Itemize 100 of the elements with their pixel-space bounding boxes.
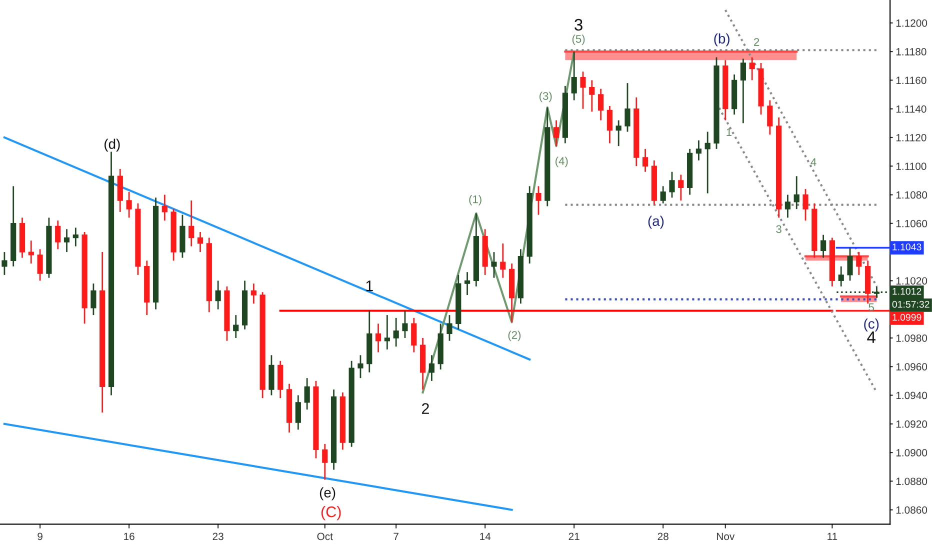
- candlestick: [616, 120, 622, 147]
- candlestick: [55, 220, 61, 250]
- y-tick-label: 1.1100: [896, 162, 926, 170]
- annotation: 2: [422, 403, 429, 414]
- candlestick: [90, 282, 96, 316]
- candlestick: [464, 271, 470, 296]
- y-tick-label: 1.1120: [896, 134, 926, 142]
- text: 01:57:32: [892, 300, 930, 308]
- y-tick-label: 1.1140: [896, 105, 926, 113]
- line-series: [422, 50, 576, 394]
- x-tick-label: Oct: [317, 532, 333, 540]
- candlestick: [794, 175, 800, 210]
- x-tick-label: 14: [480, 532, 491, 540]
- x-tick-label: 9: [38, 532, 42, 540]
- candlestick: [428, 354, 434, 382]
- candlestick: [393, 317, 399, 348]
- candlestick: [784, 194, 790, 218]
- candlestick: [767, 100, 773, 136]
- candlestick: [606, 105, 612, 144]
- annotation: 3: [776, 225, 782, 234]
- candlestick: [322, 443, 328, 480]
- annotation: 5: [868, 303, 874, 312]
- y-tick-label: 1.0880: [896, 478, 928, 486]
- annotation: 1: [726, 128, 732, 136]
- candlestick: [500, 242, 506, 279]
- annotation: (1): [469, 195, 482, 206]
- annotation: (c): [864, 318, 879, 332]
- annotation: 4: [867, 331, 876, 343]
- candlestick: [553, 120, 560, 147]
- candlestick: [580, 70, 586, 110]
- candlestick: [678, 174, 684, 202]
- y-tick-label: 1.1020: [896, 277, 928, 285]
- candlestick: [295, 394, 301, 430]
- candlestick: [856, 251, 862, 276]
- annotation: (3): [540, 92, 552, 102]
- candlestick: [696, 140, 702, 162]
- candlestick: [162, 194, 168, 222]
- candlestick: [624, 82, 630, 132]
- candlestick: [233, 314, 239, 339]
- candlestick: [642, 148, 648, 173]
- annotation: (2): [508, 330, 521, 342]
- x-tick-label: 23: [212, 532, 224, 540]
- candlestick: [197, 231, 204, 253]
- candlestick: [589, 80, 595, 112]
- ref-line-label: 1.1012: [892, 288, 922, 295]
- candlestick: [402, 310, 408, 339]
- candlestick: [304, 377, 310, 410]
- candlestick: [749, 56, 755, 81]
- candlestick: [28, 240, 34, 264]
- y-tick-label: 1.1080: [896, 191, 928, 199]
- ref-line-label: 1.0999: [892, 314, 922, 321]
- candlestick: [820, 234, 826, 258]
- y-tick-label: 1.1200: [896, 19, 928, 27]
- candlestick: [660, 185, 666, 204]
- candlestick: [64, 228, 70, 253]
- annotation: (4): [556, 156, 568, 168]
- ref-line-label: 1.1043: [892, 243, 922, 250]
- candlestick: [215, 280, 221, 310]
- y-tick-label: 1.0960: [896, 363, 928, 370]
- candlestick: [847, 247, 853, 282]
- candlestick: [802, 188, 808, 222]
- x-tick-label: 11: [828, 532, 838, 540]
- candlestick: [704, 131, 710, 194]
- x-tick-label: 28: [658, 532, 668, 540]
- candlestick: [37, 248, 43, 282]
- candlestick: [571, 50, 577, 101]
- candlestick: [491, 251, 497, 279]
- y-tick-label: 1.0980: [896, 334, 928, 342]
- candlestick: [740, 58, 746, 124]
- y-tick-label: 1.1160: [896, 76, 926, 84]
- annotation: 4: [810, 158, 816, 166]
- annotation: 3: [574, 18, 582, 31]
- y-tick-label: 1.0920: [896, 420, 928, 428]
- x-tick-label: Nov: [716, 532, 735, 540]
- x-tick-label: 16: [124, 532, 134, 540]
- annotation: (d): [104, 138, 120, 152]
- y-tick-label: 1.1060: [896, 220, 928, 228]
- candlestick: [536, 185, 542, 216]
- y-tick-label: 1.0860: [896, 506, 928, 514]
- x-tick-label: 7: [394, 532, 398, 540]
- candlestick: [384, 314, 390, 350]
- candlestick: [446, 314, 452, 342]
- candlestick: [669, 171, 675, 198]
- candlestick: [250, 282, 256, 304]
- candlestick: [72, 227, 78, 248]
- candlestick: [188, 200, 194, 248]
- y-tick-label: 1.1180: [896, 48, 926, 56]
- candlestick: [375, 322, 382, 353]
- candlestick: [838, 266, 844, 288]
- annotation: 1: [366, 280, 373, 292]
- candlestick: [2, 251, 8, 276]
- x-tick-label: 21: [568, 532, 580, 540]
- annotation: (e): [320, 487, 336, 500]
- candlestick: [598, 88, 604, 121]
- annotation: (a): [648, 216, 664, 229]
- candlestick: [126, 191, 132, 218]
- annotation: 2: [754, 38, 760, 46]
- candlestick: [358, 354, 364, 379]
- annotation: (C): [321, 506, 341, 520]
- annotation: (5): [572, 34, 585, 46]
